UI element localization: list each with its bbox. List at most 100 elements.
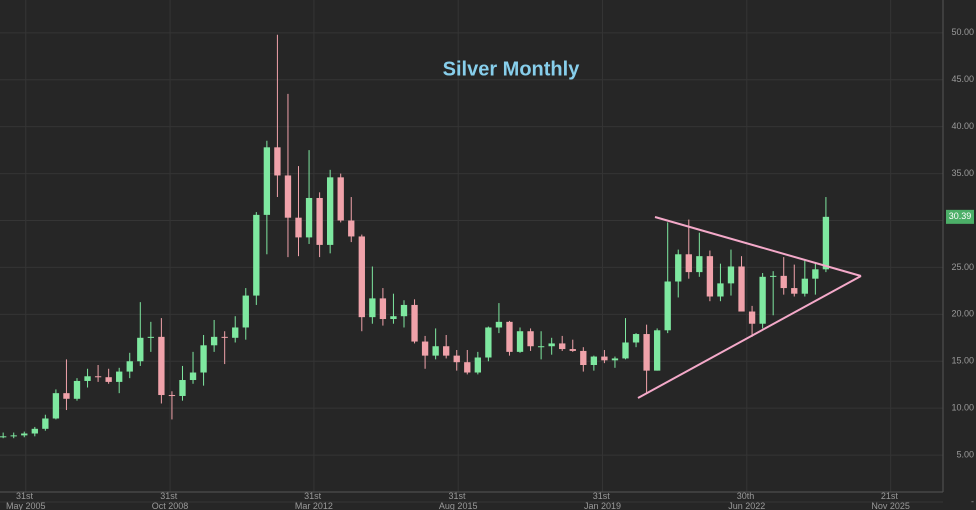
y-tick-label: - (971, 496, 974, 506)
candle-body (10, 435, 17, 437)
candle-body (822, 216, 830, 270)
candle-body (137, 337, 144, 362)
candle-body (791, 288, 798, 294)
candle-body (801, 278, 808, 294)
x-tick-label-day: 21st (881, 491, 901, 501)
x-tick-label-date: Oct 2008 (152, 501, 189, 510)
candle-body (284, 175, 292, 218)
candle-body (242, 295, 249, 328)
candle-body (664, 281, 671, 331)
candle-body (622, 342, 629, 359)
x-tick-label-day: 31st (448, 491, 468, 501)
candle-body (274, 147, 281, 176)
x-tick-label-day: 31st (304, 491, 324, 501)
candle-body (632, 334, 640, 343)
upper-trendline (654, 216, 862, 277)
x-tick-label-day: 31st (160, 491, 180, 501)
lower-trendline (637, 275, 862, 399)
candle-body (179, 380, 186, 396)
candle-body (147, 336, 155, 338)
grid (0, 0, 943, 503)
x-tick-label: 31st Jan 2019 (584, 491, 621, 510)
candle-body (611, 358, 619, 361)
y-tick-label: 50.00 (951, 27, 974, 37)
candle-body (73, 380, 81, 399)
candle-body (738, 266, 745, 312)
candle-body (221, 336, 228, 338)
x-tick-label-date: Mar 2012 (295, 501, 333, 510)
x-tick-label: 21st Nov 2025 (871, 491, 910, 510)
candle-body (421, 341, 429, 356)
candle-body (559, 343, 566, 350)
candle-body (84, 376, 91, 381)
candle-body (643, 334, 650, 371)
candle-body (569, 349, 576, 351)
candle-body (590, 356, 598, 366)
x-tick-label: 31st Oct 2008 (152, 491, 189, 510)
candle-body (189, 372, 197, 381)
candle-body (326, 177, 334, 245)
candle-body (727, 266, 735, 284)
x-tick-label-date: Jun 2022 (728, 501, 765, 510)
candle-body (348, 220, 355, 237)
x-tick-label-date: Aug 2015 (439, 501, 478, 510)
candle-body (432, 346, 439, 356)
candle-body (400, 304, 408, 317)
candle-body (232, 327, 239, 338)
y-tick-label: 5.00 (956, 449, 974, 459)
last-price-label: 30.39 (949, 211, 972, 221)
candle-body (580, 350, 587, 366)
x-tick-label-date: Jan 2019 (584, 501, 621, 510)
candle-body (168, 395, 176, 397)
candle-body (770, 275, 777, 277)
candle-body (200, 345, 207, 373)
candle-body (474, 357, 481, 373)
candle-body (717, 283, 724, 297)
candle-body (316, 197, 323, 245)
candle-body (253, 214, 260, 296)
triangle-pattern (637, 216, 862, 399)
candle-body (696, 256, 703, 273)
candle-body (685, 254, 692, 273)
x-tick-label: 30th Jun 2022 (728, 491, 765, 510)
candle-body (52, 393, 60, 419)
candle-body (358, 236, 365, 318)
y-tick-label: 35.00 (951, 168, 974, 178)
candle-body (411, 304, 418, 342)
candle-body (759, 276, 766, 324)
candle-body (305, 197, 313, 238)
candle-body (210, 336, 218, 346)
candle-body (675, 254, 682, 282)
candle-body (42, 418, 49, 429)
candle-body (506, 321, 513, 352)
candle-body (63, 393, 70, 399)
x-tick-label: 31st Aug 2015 (439, 491, 478, 510)
x-tick-label-date: Nov 2025 (871, 501, 910, 510)
candle-body (464, 362, 471, 373)
candle-body (21, 433, 28, 436)
candle-body (337, 177, 344, 221)
candle-body (295, 217, 302, 238)
candle-body (495, 321, 503, 328)
x-tick-label: 31st Mar 2012 (295, 491, 333, 510)
y-tick-label: 45.00 (951, 74, 974, 84)
candle-body (158, 336, 165, 396)
candle-body (390, 316, 397, 320)
x-tick-label-day: 31st (16, 491, 36, 501)
candle-body (263, 147, 271, 215)
y-tick-label: 20.00 (951, 309, 974, 319)
candle-body (527, 331, 534, 347)
y-tick-label: 10.00 (951, 403, 974, 413)
y-tick-label: 15.00 (951, 356, 974, 366)
x-tick-label-day: 31st (593, 491, 613, 501)
candle-body (485, 327, 492, 358)
candle-body (105, 377, 112, 382)
candle-body (94, 376, 102, 378)
candle-body (443, 346, 450, 356)
candle-body (706, 256, 714, 297)
x-tick-label-day: 30th (737, 491, 757, 501)
candle-body (116, 371, 123, 382)
